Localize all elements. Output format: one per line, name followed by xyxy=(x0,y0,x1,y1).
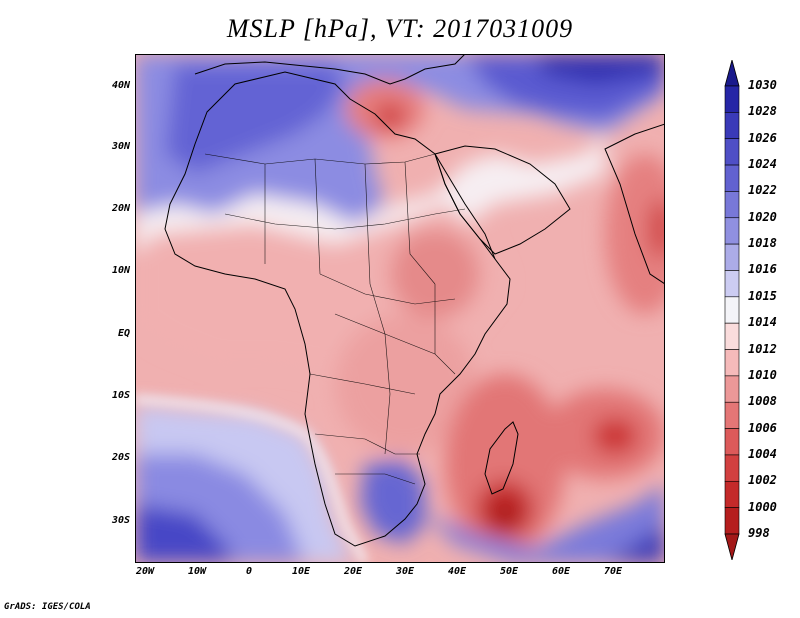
high-south-atlantic-deep xyxy=(135,504,235,563)
india-coastline xyxy=(604,123,665,285)
lat-label-30s: 30S xyxy=(111,515,130,526)
lat-label-eq: EQ xyxy=(117,328,130,339)
colorbar-label: 1024 xyxy=(748,157,777,172)
colorbar-segment xyxy=(724,112,740,140)
colorbar-segment xyxy=(724,428,740,456)
high-south-indian xyxy=(425,484,665,563)
low-aegean-core xyxy=(375,104,405,128)
colorbar-segment xyxy=(724,243,740,271)
colorbar-segment xyxy=(724,349,740,377)
lon-label-70e: 70E xyxy=(603,566,623,577)
lon-label-10w: 10W xyxy=(187,566,207,577)
pressure-map xyxy=(135,54,665,563)
colorbar-segment xyxy=(724,191,740,219)
lon-label-60e: 60E xyxy=(551,566,571,577)
colorbar-top-arrow xyxy=(724,60,740,87)
lon-label-40e: 40E xyxy=(447,566,467,577)
colorbar-label: 1004 xyxy=(748,446,777,461)
colorbar-segment xyxy=(724,164,740,192)
low-india-core xyxy=(648,199,665,259)
low-congo xyxy=(335,314,475,454)
colorbar-label: 1030 xyxy=(748,78,777,92)
lon-label-30e: 30E xyxy=(395,566,415,577)
high-mediterranean xyxy=(165,64,345,174)
colorbar-bottom-arrow xyxy=(724,533,740,560)
colorbar-label: 1010 xyxy=(748,367,777,382)
high-south-indian-core xyxy=(605,524,665,563)
africa-coastline xyxy=(164,71,511,547)
high-iran xyxy=(535,54,665,84)
lat-label-30n: 30N xyxy=(111,141,130,152)
colorbar-segment xyxy=(724,296,740,324)
colorbar-segment xyxy=(724,322,740,350)
lon-label-0: 0 xyxy=(245,566,253,577)
pressure-field xyxy=(135,54,665,563)
lon-label-20w: 20W xyxy=(135,566,155,577)
low-madagascar xyxy=(445,374,565,554)
colorbar-label: 1016 xyxy=(748,262,777,277)
lat-label-10n: 10N xyxy=(111,265,130,276)
colorbar-label: 1018 xyxy=(748,236,777,251)
map-title: MSLP [hPa], VT: 2017031009 xyxy=(226,14,574,43)
lon-label-20e: 20E xyxy=(343,566,363,577)
colorbar-segment xyxy=(724,270,740,298)
low-madagascar-deep xyxy=(491,502,519,526)
colorbar-segment xyxy=(724,85,740,113)
colorbar-label: 1012 xyxy=(748,341,777,356)
colorbar-label: 1015 xyxy=(748,288,777,303)
country-borders xyxy=(204,153,466,485)
madagascar-coastline xyxy=(484,421,519,495)
colorbar-segment xyxy=(724,480,740,508)
colorbar-label: 998 xyxy=(748,526,770,540)
colorbar-label: 1026 xyxy=(748,130,777,145)
lat-label-40n: 40N xyxy=(111,80,130,91)
coastlines xyxy=(164,54,665,547)
red-sea xyxy=(434,153,496,260)
colorbar-label: 1002 xyxy=(748,473,777,488)
colorbar-segment xyxy=(724,375,740,403)
neutral-fringe-south xyxy=(135,394,370,563)
map-frame xyxy=(135,54,665,563)
low-indian-core xyxy=(593,418,637,454)
lat-label-20n: 20N xyxy=(111,203,130,214)
lon-label-50e: 50E xyxy=(499,566,519,577)
europe-coastline xyxy=(194,54,466,85)
high-south-africa xyxy=(360,459,425,544)
colorbar-label: 1014 xyxy=(748,315,777,330)
colorbar-segment xyxy=(724,217,740,245)
credit-text: GrADS: IGES/COLA xyxy=(4,602,91,612)
lat-label-20s: 20S xyxy=(111,452,130,463)
lat-label-10s: 10S xyxy=(111,390,130,401)
colorbar-label: 1006 xyxy=(748,420,777,435)
colorbar-label: 1028 xyxy=(748,104,777,119)
colorbar-label: 1022 xyxy=(748,183,777,198)
lon-label-10e: 10E xyxy=(291,566,311,577)
low-east-africa xyxy=(390,229,480,319)
colorbar-label: 1008 xyxy=(748,394,777,409)
colorbar-label: 1020 xyxy=(748,209,777,224)
colorbar-segment xyxy=(724,507,740,535)
colorbar-segment xyxy=(724,401,740,429)
colorbar-label: 1000 xyxy=(748,499,777,514)
colorbar xyxy=(724,60,740,560)
colorbar-segment xyxy=(724,138,740,166)
colorbar-segment xyxy=(724,454,740,482)
